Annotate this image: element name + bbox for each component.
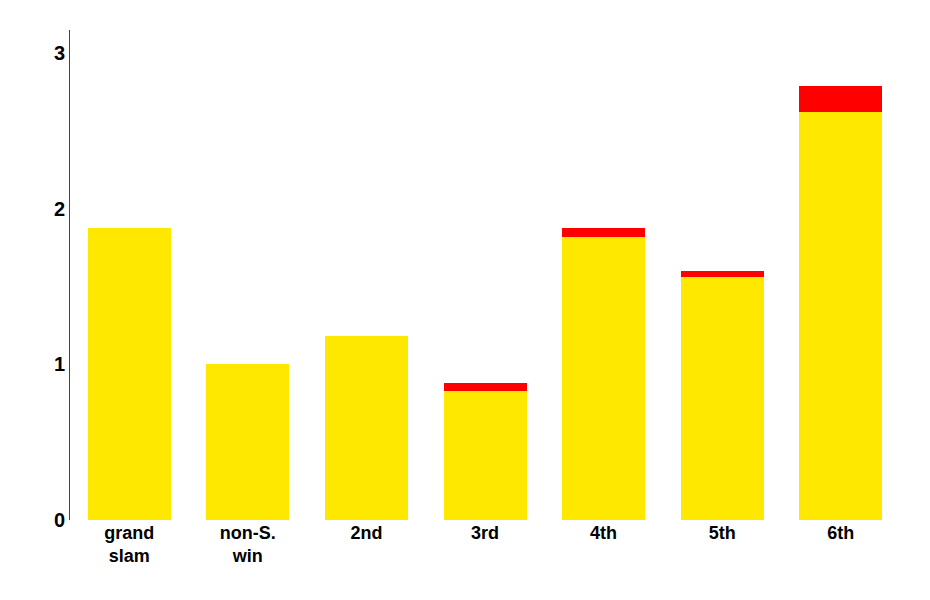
- svg-text:3rd: 3rd: [471, 523, 499, 543]
- svg-text:grandslam: grandslam: [104, 523, 154, 566]
- svg-text:1: 1: [54, 353, 65, 375]
- svg-text:2nd: 2nd: [350, 523, 382, 543]
- svg-text:0: 0: [54, 509, 65, 531]
- svg-text:3: 3: [54, 42, 65, 64]
- svg-text:non-S.win: non-S.win: [220, 523, 276, 566]
- svg-text:4th: 4th: [590, 523, 617, 543]
- svg-text:5th: 5th: [709, 523, 736, 543]
- svg-text:6th: 6th: [827, 523, 854, 543]
- svg-text:2: 2: [54, 198, 65, 220]
